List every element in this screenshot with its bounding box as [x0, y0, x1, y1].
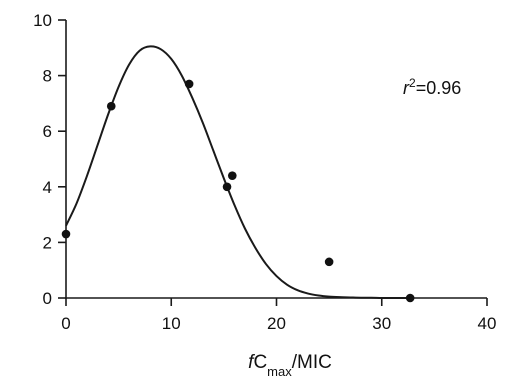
data-points — [62, 80, 415, 303]
y-tick-label: 0 — [43, 289, 52, 308]
data-point — [185, 80, 194, 89]
axes: 0 2 4 6 8 10 0 10 20 30 40 — [33, 11, 496, 333]
x-tick-label: 30 — [372, 314, 391, 333]
y-tick-label: 10 — [33, 11, 52, 30]
x-tick-label: 0 — [61, 314, 70, 333]
data-point — [228, 171, 237, 180]
x-axis-title: fCmax/MIC — [248, 352, 332, 378]
x-tick-label: 10 — [162, 314, 181, 333]
data-point — [107, 102, 116, 111]
y-tick-label: 8 — [43, 67, 52, 86]
data-point — [325, 258, 334, 267]
data-point — [223, 183, 232, 192]
data-point — [406, 294, 415, 303]
x-tick-label: 20 — [267, 314, 286, 333]
y-tick-label: 4 — [43, 178, 52, 197]
r-squared-annotation: r2=0.96 — [403, 76, 461, 98]
x-tick-label: 40 — [478, 314, 497, 333]
data-point — [62, 230, 71, 239]
fit-curve — [66, 46, 413, 298]
y-tick-label: 2 — [43, 233, 52, 252]
y-tick-label: 6 — [43, 122, 52, 141]
